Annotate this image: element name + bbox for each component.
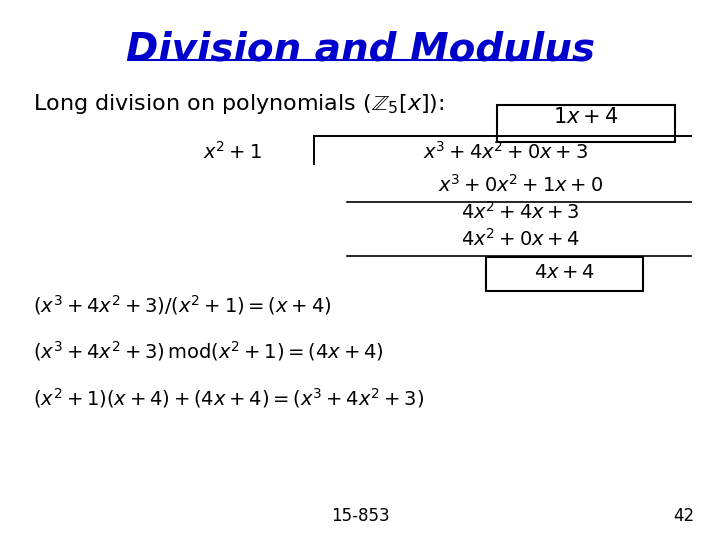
Text: 15-853: 15-853 — [330, 507, 390, 525]
FancyBboxPatch shape — [497, 105, 675, 143]
Text: $4x+4$: $4x+4$ — [534, 263, 595, 282]
Text: $(x^2+1)(x+4)+(4x+4) = (x^3+4x^2+3)$: $(x^2+1)(x+4)+(4x+4) = (x^3+4x^2+3)$ — [32, 386, 424, 410]
Text: $1x+4$: $1x+4$ — [553, 107, 618, 127]
Text: Division and Modulus: Division and Modulus — [125, 31, 595, 69]
Text: $(x^3+4x^2+3)\,\mathrm{mod}(x^2+1) = (4x+4)$: $(x^3+4x^2+3)\,\mathrm{mod}(x^2+1) = (4x… — [32, 340, 383, 363]
Text: $x^3+0x^2+1x+0$: $x^3+0x^2+1x+0$ — [438, 174, 603, 196]
Text: $(x^3+4x^2+3)/(x^2+1) = (x+4)$: $(x^3+4x^2+3)/(x^2+1) = (x+4)$ — [32, 293, 331, 316]
Text: $x^3+4x^2+0x+3$: $x^3+4x^2+0x+3$ — [423, 141, 588, 163]
FancyBboxPatch shape — [486, 256, 643, 291]
Text: 42: 42 — [673, 507, 695, 525]
Text: $x^2+1$: $x^2+1$ — [202, 141, 261, 163]
Text: $4x^2+0x+4$: $4x^2+0x+4$ — [461, 228, 580, 250]
Text: Long division on polynomials ($\mathbb{Z}_5[x]$):: Long division on polynomials ($\mathbb{Z… — [32, 92, 444, 116]
Text: $4x^2+4x+3$: $4x^2+4x+3$ — [461, 200, 580, 222]
